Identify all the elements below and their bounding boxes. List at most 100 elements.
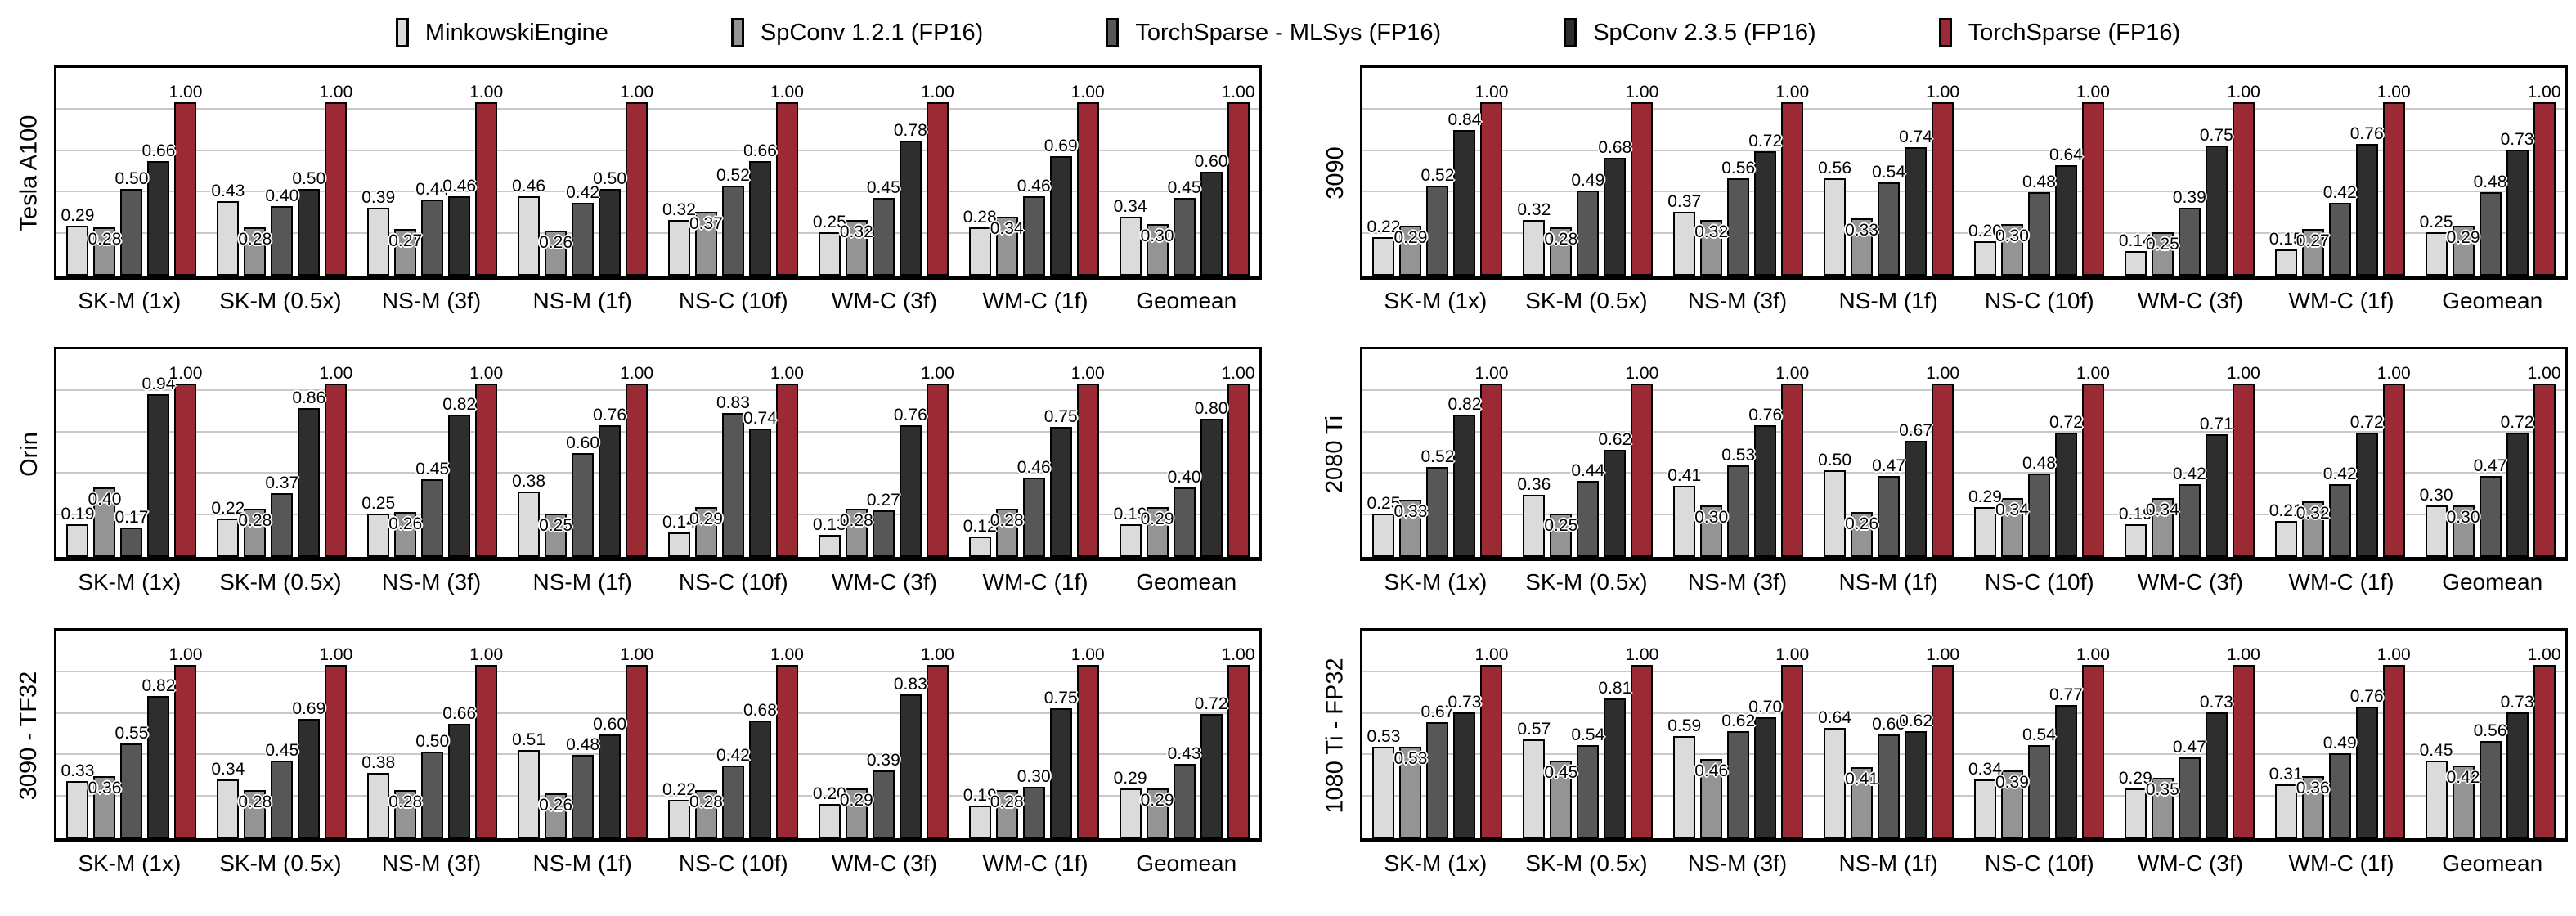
subplot-panel: 3090 - TF32 0.33 0.36 0.55 0.82 1.00 0.34 0.28 0…	[5, 628, 1262, 909]
bar: 0.53	[1721, 446, 1755, 557]
bar-value-label: 1.00	[2376, 645, 2411, 665]
bar-value-label: 0.34	[1968, 760, 2002, 779]
gridline	[1362, 472, 2565, 474]
bar: 0.28	[88, 227, 121, 276]
bar: 0.42	[566, 183, 599, 276]
bar-value-label: 0.15	[2269, 230, 2303, 249]
bar: 1.00	[1475, 645, 1508, 838]
bar-value-label: 0.39	[361, 188, 396, 208]
bar: 0.46	[442, 177, 476, 276]
x-tick-label: WM-C (3f)	[2137, 569, 2243, 595]
bar-value-label: 1.00	[920, 83, 954, 102]
bar: 0.29	[689, 506, 723, 557]
bar: 0.25	[1367, 494, 1400, 557]
bar: 0.21	[2269, 501, 2303, 557]
bar: 0.52	[1421, 166, 1454, 276]
bar-value-label: 0.21	[2269, 501, 2303, 520]
bar-value-label: 0.66	[141, 141, 176, 161]
bar: 0.68	[1598, 138, 1631, 276]
x-tick-label: SK-M (0.5x)	[219, 288, 342, 313]
bar-value-label: 0.34	[990, 219, 1024, 239]
bar: 0.73	[2200, 693, 2233, 838]
bar-value-label: 0.72	[1194, 694, 1228, 713]
bar-value-label: 0.59	[1667, 716, 1702, 736]
bar: 0.25	[361, 494, 395, 557]
bar-group: 0.46 0.26 0.42 0.50 1.00	[508, 68, 658, 276]
bar-value-label: 0.71	[2199, 414, 2233, 433]
x-tick-label: NS-M (3f)	[1687, 288, 1788, 313]
gridline	[56, 670, 1259, 672]
bar: 0.46	[1694, 758, 1728, 838]
bar: 0.28	[238, 789, 272, 838]
gridline	[1362, 753, 2565, 756]
bar: 0.17	[115, 508, 148, 557]
bar: 0.40	[88, 487, 121, 557]
bar-value-label: 0.54	[2022, 725, 2056, 744]
bar: 0.68	[743, 701, 777, 838]
bar: 1.00	[469, 83, 503, 276]
bar-value-label: 0.50	[1818, 451, 1851, 470]
subplot-panel: Tesla A100 0.29 0.28 0.50 0.66 1.00 0.43 0.28 0.…	[5, 65, 1262, 347]
bar: 1.00	[319, 83, 352, 276]
bar: 0.48	[2022, 454, 2056, 557]
x-tick-label: NS-M (3f)	[1687, 851, 1788, 876]
x-tick-label: Geomean	[1136, 569, 1237, 595]
bar: 0.73	[2501, 130, 2534, 276]
gridline	[56, 149, 1259, 151]
bar: 0.26	[539, 230, 572, 276]
x-tick-label: SK-M (0.5x)	[1525, 851, 1648, 876]
bar-value-label: 0.50	[593, 169, 626, 189]
bar-group: 0.12 0.28 0.46 0.75 1.00	[958, 349, 1109, 557]
bar: 0.50	[292, 169, 325, 276]
bar-value-label: 0.49	[1571, 171, 1605, 191]
gridline	[1362, 107, 2565, 110]
subplot-panel: Orin 0.19 0.40 0.17 0.94 1.00 0.22 0.28 0.37 0.86…	[5, 347, 1262, 628]
bar-value-label: 0.49	[2322, 734, 2357, 753]
legend-item: SpConv 2.3.5 (FP16)	[1564, 18, 1816, 47]
bar-value-label: 0.25	[1367, 494, 1401, 514]
bar: 0.38	[361, 753, 395, 838]
bar-group: 0.53 0.53 0.67 0.73 1.00	[1362, 631, 1513, 838]
bar-value-label: 0.48	[2473, 173, 2507, 192]
bar-value-label: 1.00	[2527, 364, 2561, 384]
bar: 0.67	[1421, 703, 1454, 838]
x-tick-label: SK-M (1x)	[1384, 569, 1488, 595]
bar-value-label: 0.53	[1393, 748, 1428, 768]
bar: 0.75	[2200, 126, 2233, 276]
bar: 0.52	[716, 166, 750, 276]
plot-area: 0.22 0.29 0.52 0.84 1.00 0.32 0.28 0.49 0.68 1.00…	[1360, 65, 2568, 280]
bar-group: 0.19 0.34 0.42 0.71 1.00	[2114, 349, 2264, 557]
bar: 0.43	[1168, 744, 1201, 838]
bar-value-label: 0.27	[866, 490, 900, 510]
bar-value-label: 1.00	[1775, 645, 1810, 665]
bar-value-label: 0.46	[442, 176, 477, 195]
bar-value-label: 0.40	[88, 490, 122, 510]
x-tick-label: NS-M (3f)	[381, 851, 482, 876]
bar: 0.54	[2022, 725, 2056, 838]
bar-value-label: 0.29	[839, 790, 873, 810]
bar-value-label: 1.00	[319, 83, 353, 102]
bar-group: 0.36 0.25 0.44 0.62 1.00	[1513, 349, 1663, 557]
bar: 1.00	[1775, 364, 1809, 557]
bar-value-label: 0.28	[839, 510, 873, 530]
bar-group: 0.51 0.26 0.48 0.60 1.00	[508, 631, 658, 838]
bar-value-label: 0.68	[1598, 138, 1632, 158]
bar-value-label: 0.50	[114, 169, 149, 189]
bar: 0.42	[716, 746, 750, 838]
bar: 0.30	[1017, 767, 1051, 838]
bar: 0.20	[813, 784, 846, 838]
bar-value-label: 0.26	[539, 795, 572, 815]
bar: 0.76	[2350, 124, 2384, 276]
bar-group: 0.32 0.37 0.52 0.66 1.00	[658, 68, 809, 276]
bar-group: 0.32 0.28 0.49 0.68 1.00	[1513, 68, 1663, 276]
bar: 0.36	[88, 775, 121, 838]
x-tick-label: NS-C (10f)	[678, 569, 788, 595]
bar: 0.56	[1818, 159, 1851, 276]
bar: 0.69	[292, 699, 325, 838]
bar-value-label: 0.41	[1845, 770, 1878, 789]
gridline	[1362, 514, 2565, 516]
bar-value-label: 0.30	[2446, 507, 2480, 527]
bar-value-label: 0.64	[1818, 707, 1851, 727]
y-axis-title: 1080 Ti - FP32	[1311, 628, 1360, 842]
bar: 0.84	[1448, 110, 1481, 276]
